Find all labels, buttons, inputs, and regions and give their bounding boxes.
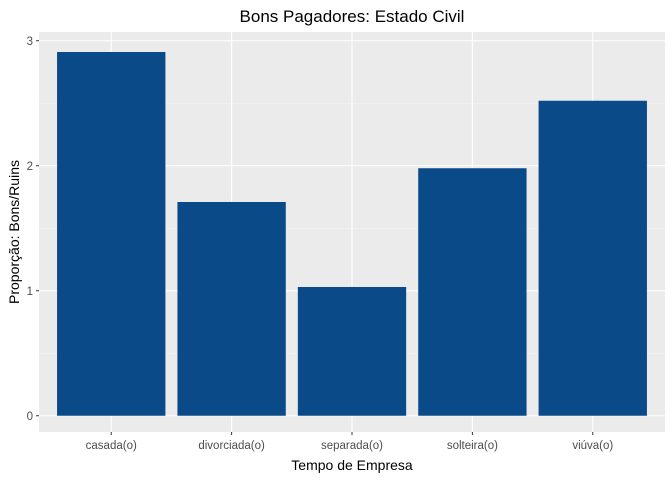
x-tick-label: separada(o): [321, 440, 383, 452]
y-tick-label: 2: [27, 161, 33, 173]
y-tick-label: 0: [27, 411, 33, 423]
y-axis-title: Proporção: Bons/Ruins: [6, 160, 22, 304]
x-axis: casada(o) divorciada(o) separada(o) solteir…: [86, 432, 613, 452]
bar-4: [418, 168, 527, 416]
bars-group: [57, 52, 647, 416]
bar-1: [57, 52, 166, 416]
x-tick-label: viúva(o): [572, 440, 613, 452]
y-axis: 0 1 2 3: [27, 36, 39, 423]
chart-title: Bons Pagadores: Estado Civil: [240, 7, 465, 26]
x-tick-label: divorciada(o): [198, 440, 265, 452]
bar-2: [177, 202, 286, 416]
x-axis-title: Tempo de Empresa: [291, 457, 413, 473]
y-tick-label: 1: [27, 286, 33, 298]
bar-5: [538, 100, 647, 416]
x-tick-label: solteira(o): [447, 440, 498, 452]
y-tick-label: 3: [27, 36, 33, 48]
x-tick-label: casada(o): [86, 440, 137, 452]
bar-3: [297, 287, 407, 416]
